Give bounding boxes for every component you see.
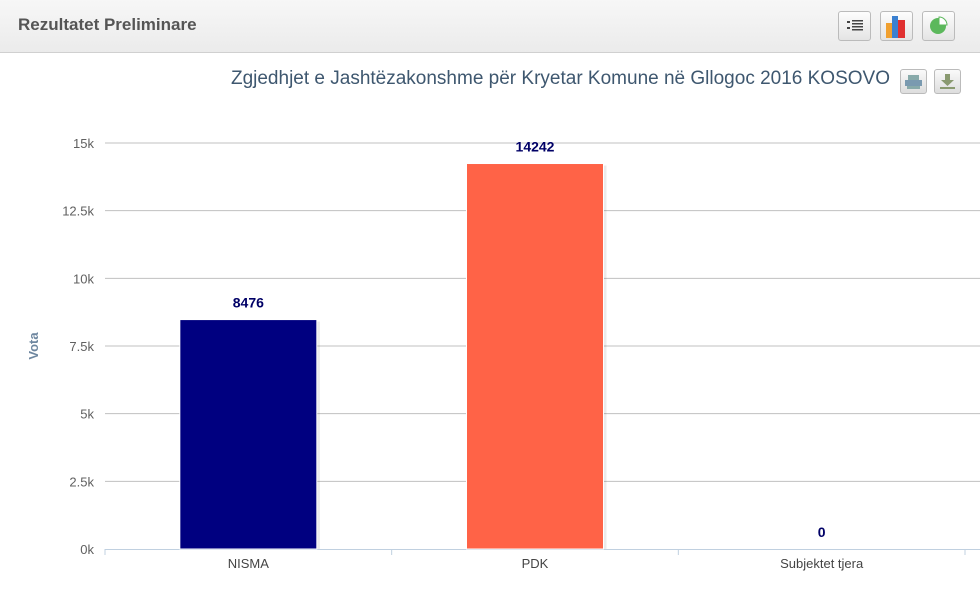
panel-header: Rezultatet Preliminare [0, 0, 980, 53]
bar-chart-icon [886, 16, 905, 38]
y-axis-title: Vota [26, 332, 41, 360]
y-tick-label: 15k [73, 136, 94, 151]
y-tick-label: 2.5k [69, 474, 94, 489]
x-tick-label: NISMA [228, 556, 270, 571]
panel-title: Rezultatet Preliminare [18, 15, 197, 34]
print-button[interactable] [900, 69, 927, 94]
x-tick-label: PDK [522, 556, 549, 571]
bar-pdk [466, 163, 604, 550]
pie-chart-button[interactable] [922, 11, 955, 41]
y-tick-label: 12.5k [62, 204, 94, 219]
y-tick-label: 7.5k [69, 339, 94, 354]
pie-chart-icon [930, 16, 948, 34]
data-label: 0 [818, 524, 826, 540]
export-button[interactable] [934, 69, 961, 94]
list-view-button[interactable] [838, 11, 871, 41]
list-icon [847, 20, 863, 31]
y-tick-label: 10k [73, 271, 94, 286]
download-icon [940, 74, 955, 89]
data-label: 8476 [233, 295, 264, 311]
x-tick-label: Subjektet tjera [780, 556, 864, 571]
print-icon [905, 75, 922, 89]
y-tick-label: 0k [80, 542, 94, 557]
bar-nisma [179, 319, 318, 550]
chart-title: Zgjedhjet e Jashtëzakonshme për Kryetar … [230, 68, 890, 89]
bar-chart-button[interactable] [880, 11, 913, 41]
y-tick-label: 5k [80, 407, 94, 422]
data-label: 14242 [516, 139, 555, 155]
